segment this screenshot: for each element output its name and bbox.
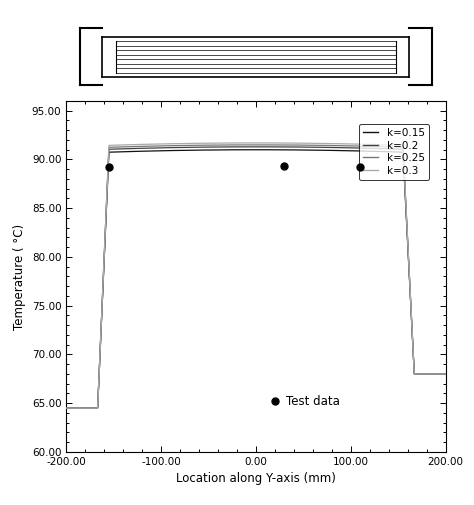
- Text: Test data: Test data: [286, 395, 340, 408]
- Point: [105, 163, 113, 171]
- X-axis label: Location along Y-axis (mm): Location along Y-axis (mm): [176, 472, 336, 485]
- Point: [281, 162, 288, 170]
- Point: [356, 163, 364, 171]
- Y-axis label: Temperature ( °C): Temperature ( °C): [13, 223, 27, 330]
- Point: [271, 397, 279, 406]
- Legend: k=0.15, k=0.2, k=0.25, k=0.3: k=0.15, k=0.2, k=0.25, k=0.3: [359, 124, 429, 180]
